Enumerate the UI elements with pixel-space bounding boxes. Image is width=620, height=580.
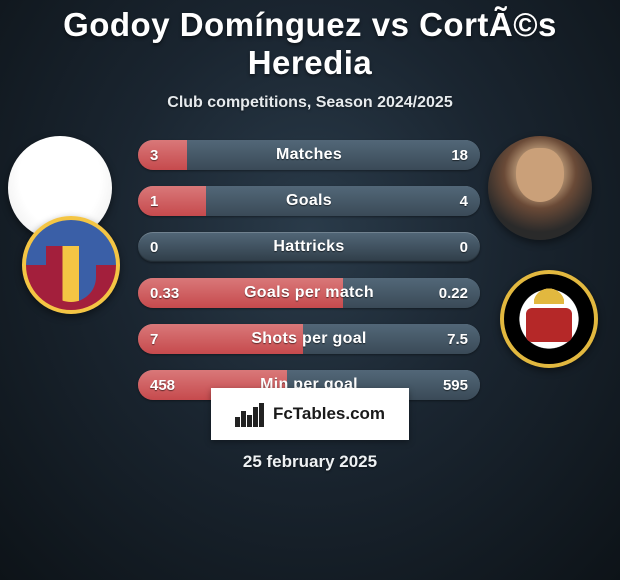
- stat-label: Matches: [138, 146, 480, 164]
- stat-row: 318Matches: [138, 140, 480, 170]
- player2-club-crest: [500, 270, 598, 368]
- chart-icon: [235, 401, 269, 427]
- stat-label: Goals per match: [138, 284, 480, 302]
- player1-club-crest: [22, 216, 120, 314]
- stat-label: Goals: [138, 192, 480, 210]
- stat-row: 14Goals: [138, 186, 480, 216]
- stat-row: 0.330.22Goals per match: [138, 278, 480, 308]
- stat-row: 77.5Shots per goal: [138, 324, 480, 354]
- stat-row: 00Hattricks: [138, 232, 480, 262]
- subtitle: Club competitions, Season 2024/2025: [0, 94, 620, 112]
- player2-avatar: [488, 136, 592, 240]
- date-label: 25 february 2025: [0, 452, 620, 472]
- stat-label: Shots per goal: [138, 330, 480, 348]
- watermark-text: FcTables.com: [273, 404, 385, 424]
- stat-label: Hattricks: [138, 238, 480, 256]
- page-title: Godoy Domínguez vs CortÃ©s Heredia: [0, 0, 620, 82]
- watermark: FcTables.com: [211, 388, 409, 440]
- stats-bars: 318Matches 14Goals 00Hattricks 0.330.22Goal…: [138, 140, 480, 416]
